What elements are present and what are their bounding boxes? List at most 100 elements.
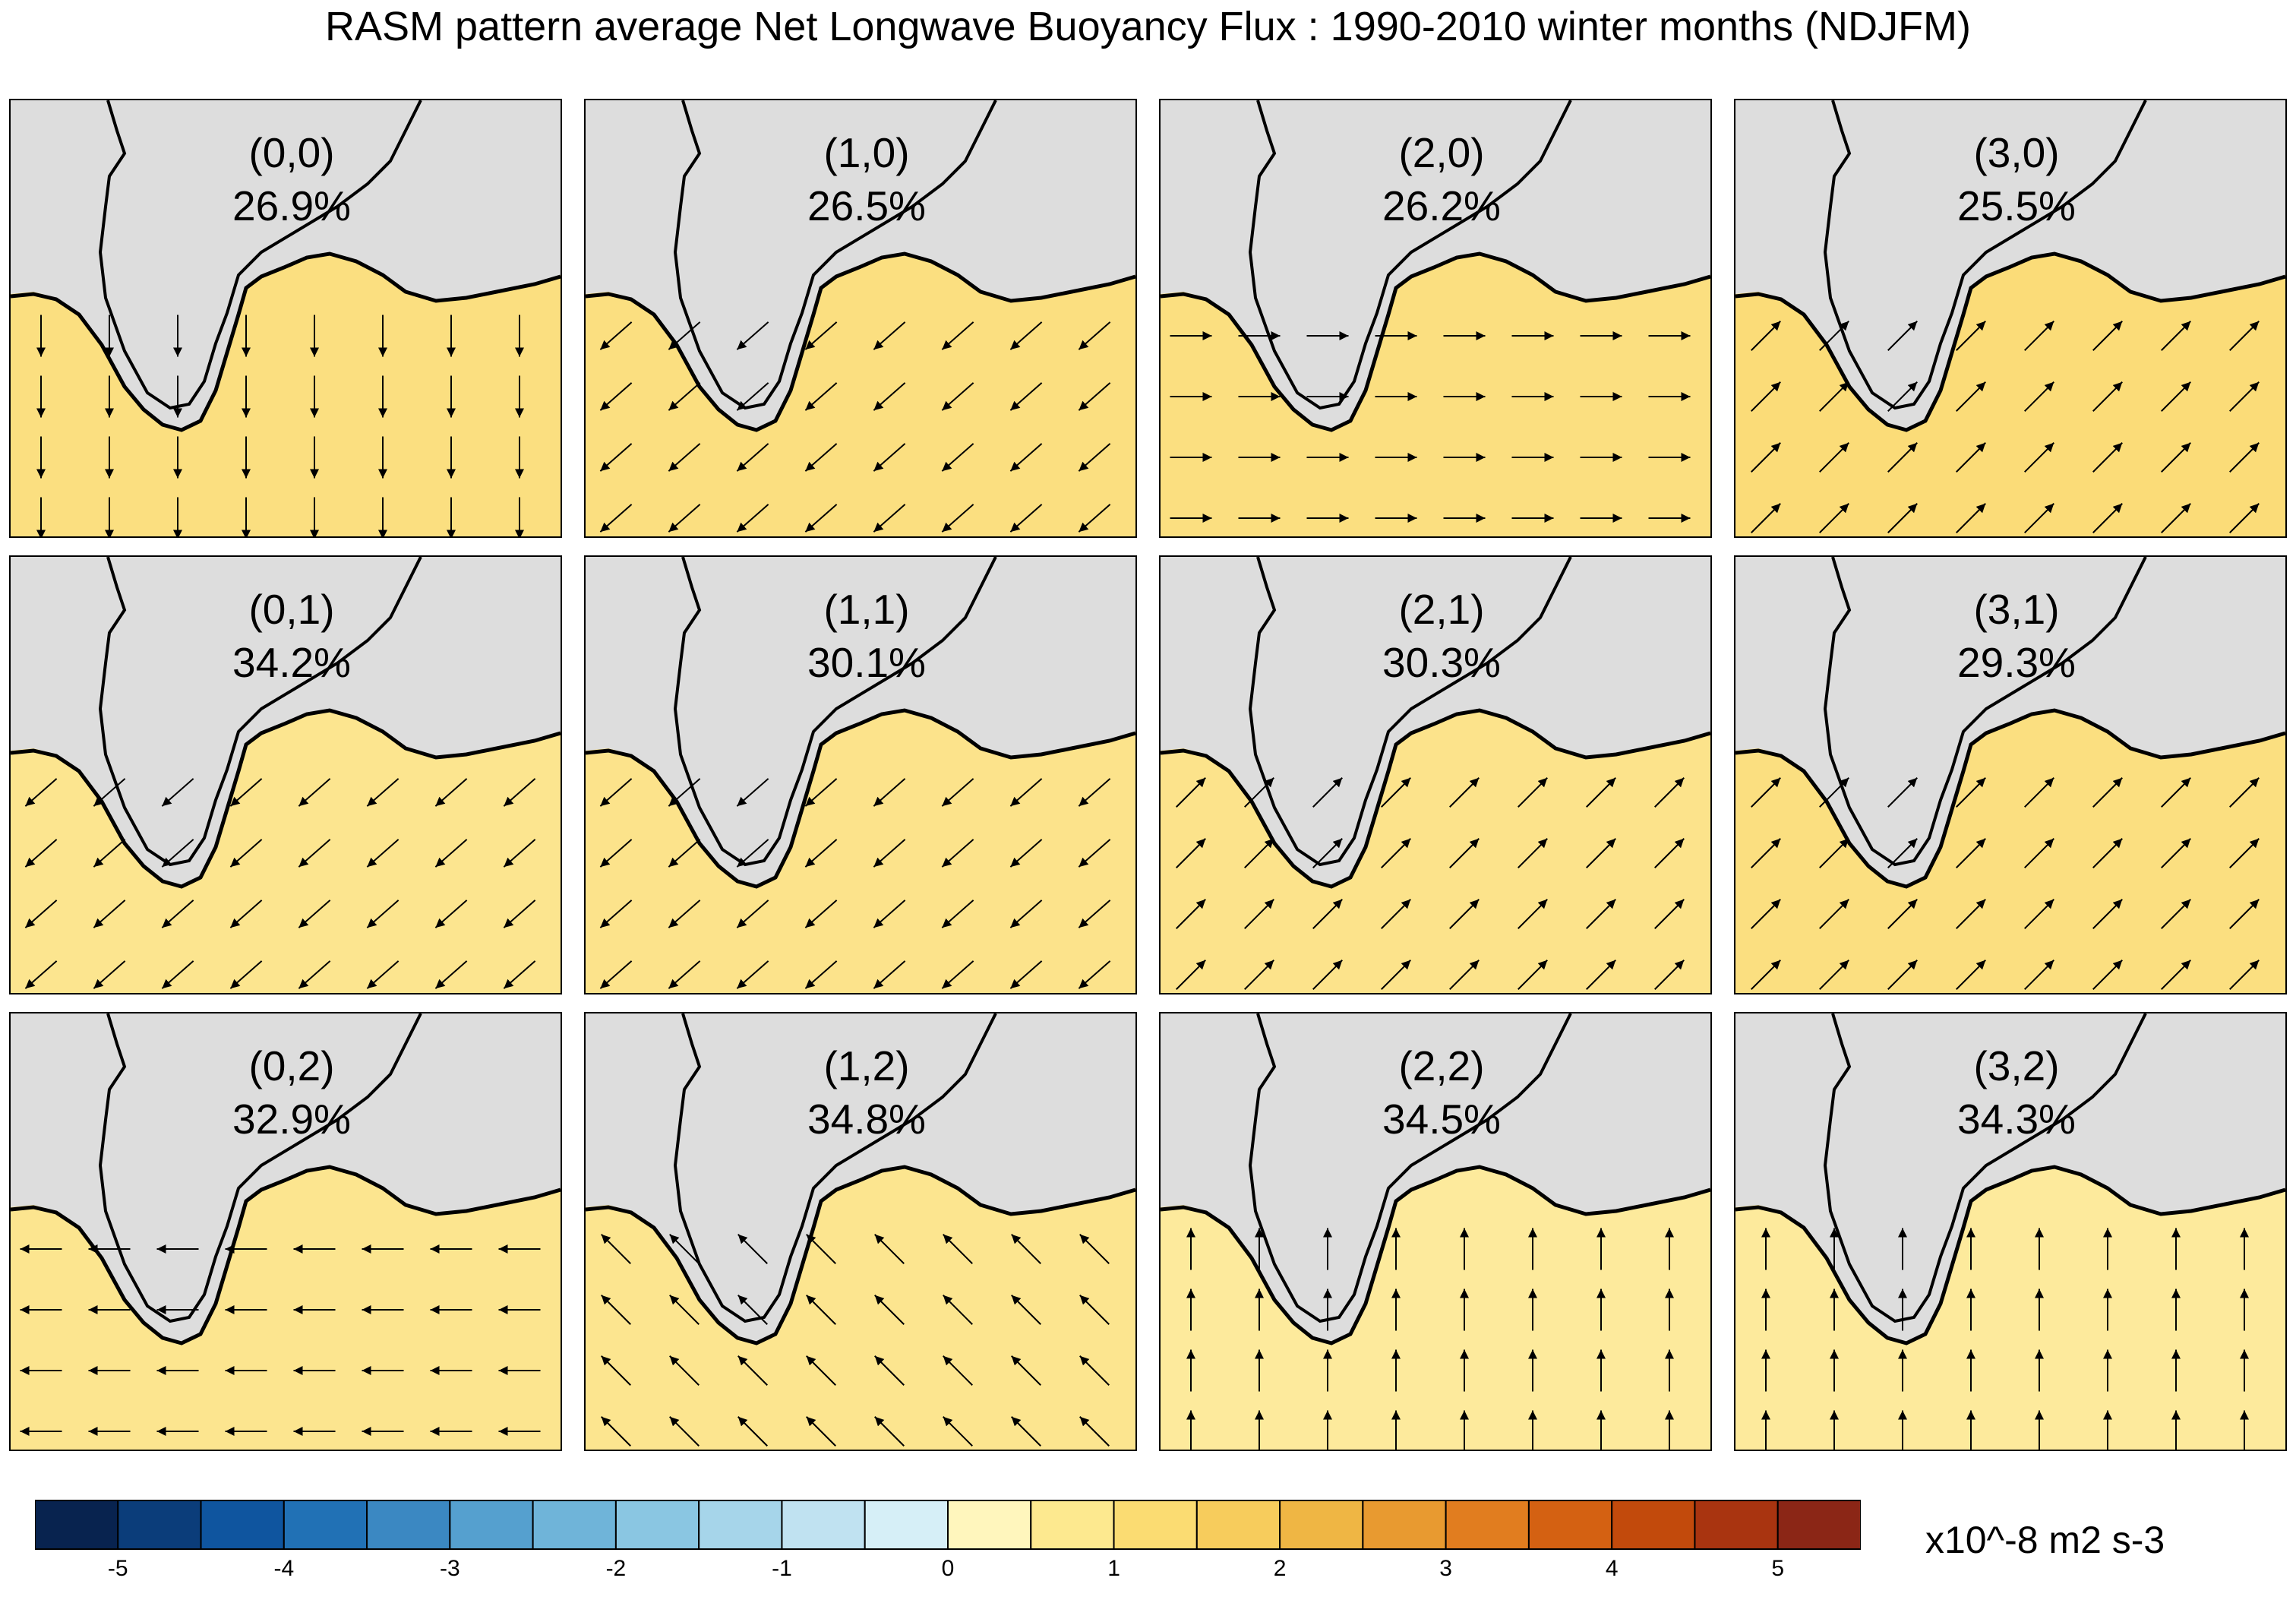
shelf-contour	[673, 1013, 997, 1323]
wind-arrow	[2024, 960, 2054, 990]
panel-percent: 30.3%	[1382, 639, 1501, 686]
wind-arrow	[736, 839, 769, 868]
wind-arrow	[2024, 838, 2054, 868]
wind-arrow	[669, 1234, 700, 1264]
map-svg	[586, 557, 1135, 989]
wind-arrow	[434, 839, 468, 868]
colorbar-box	[864, 1500, 949, 1550]
wind-arrow	[941, 960, 974, 989]
wind-arrow	[2161, 838, 2191, 868]
colorbar-tick-label: 3	[1439, 1556, 1452, 1581]
coastline	[1161, 251, 1710, 432]
panel-percent: 34.5%	[1382, 1096, 1501, 1143]
map-svg	[11, 557, 561, 989]
wind-arrow	[736, 778, 769, 807]
panel-index: (0,1)	[248, 586, 335, 633]
wind-arrow	[1009, 960, 1043, 989]
colorbar-tick-label: 0	[941, 1556, 955, 1581]
wind-arrow	[93, 778, 126, 807]
colorbar-ticks: -5 -4 -3 -2 -1 0 1 2 3 4 5	[35, 1556, 1861, 1589]
figure-title: RASM pattern average Net Longwave Buoyan…	[325, 4, 1971, 49]
shelf-contour	[1248, 1013, 1572, 1323]
wind-arrow	[1381, 899, 1411, 929]
map-panel: (1,0) 26.5%	[584, 99, 1137, 538]
wind-arrow	[366, 900, 400, 928]
wind-arrow	[2161, 381, 2191, 412]
map-panel: (2,0) 26.2%	[1159, 99, 1712, 538]
land-mass	[1735, 1013, 2285, 1342]
wind-arrow	[668, 321, 701, 350]
wind-arrow	[1887, 838, 1918, 868]
wind-arrow	[1009, 443, 1043, 472]
land-mass	[11, 1013, 561, 1342]
wind-arrow	[1009, 900, 1043, 928]
colorbar-box	[781, 1500, 866, 1550]
shelf-contour	[1823, 557, 2147, 867]
panel-index: (1,1)	[823, 586, 910, 633]
colorbar-tick-label: 5	[1771, 1556, 1785, 1581]
wind-arrow	[2024, 442, 2054, 473]
colorbar	[34, 1500, 1862, 1550]
wind-arrow	[503, 778, 536, 807]
wind-arrow	[1011, 1355, 1041, 1386]
wind-arrow	[1176, 838, 1206, 868]
wind-arrow	[2229, 442, 2260, 473]
wind-arrow	[1887, 321, 1918, 351]
wind-arrow	[873, 778, 906, 807]
wind-arrow	[1887, 503, 1918, 533]
wind-arrow	[2229, 321, 2260, 351]
wind-arrow	[1176, 777, 1206, 808]
coastline	[1735, 708, 2285, 889]
land-mass	[1161, 557, 1710, 885]
wind-arrow	[806, 1416, 836, 1447]
wind-arrow	[1956, 838, 1986, 868]
panel-label: (0,0) 26.9%	[185, 126, 398, 232]
panel-index: (2,0)	[1398, 129, 1485, 176]
coastline	[1735, 1165, 2285, 1345]
wind-arrow	[1079, 1416, 1110, 1447]
wind-arrow	[2161, 960, 2191, 990]
wind-arrow	[1312, 777, 1343, 808]
land-mass	[1735, 100, 2285, 428]
panel-label: (1,1) 30.1%	[760, 583, 973, 689]
shelf-contour	[673, 100, 997, 410]
wind-arrow	[1079, 1295, 1110, 1325]
panel-index: (3,2)	[1973, 1042, 2060, 1089]
wind-arrow	[366, 960, 400, 989]
wind-arrow	[1078, 504, 1111, 533]
wind-arrow	[804, 778, 838, 807]
wind-arrow	[366, 839, 400, 868]
wind-arrow	[1751, 321, 1781, 351]
panel-percent: 25.5%	[1957, 182, 2076, 229]
colorbar-box	[1279, 1500, 1364, 1550]
wind-arrow	[943, 1295, 973, 1325]
wind-arrow	[2229, 381, 2260, 412]
colorbar-tick-label: -3	[440, 1556, 460, 1581]
colorbar-tick-label: -2	[605, 1556, 627, 1581]
wind-arrow	[2161, 442, 2191, 473]
colorbar-box	[1776, 1500, 1862, 1550]
wind-arrow	[24, 839, 58, 868]
coastline	[1735, 251, 2285, 432]
map-svg	[11, 100, 561, 536]
wind-arrow	[503, 900, 536, 928]
colorbar-box	[1362, 1500, 1447, 1550]
wind-arrow	[873, 960, 906, 989]
wind-arrow	[737, 1295, 768, 1325]
shelf-contour	[98, 557, 422, 867]
wind-arrow	[1887, 777, 1918, 808]
map-panel: (0,0) 26.9%	[9, 99, 562, 538]
wind-arrow	[873, 382, 906, 411]
colorbar-box	[947, 1500, 1032, 1550]
colorbar-units: x10^-8 m2 s-3	[1925, 1519, 2165, 1561]
wind-arrow	[229, 778, 263, 807]
panel-index: (1,2)	[823, 1042, 910, 1089]
wind-arrow	[806, 1234, 836, 1264]
land-mass	[1161, 100, 1710, 428]
wind-arrow	[1819, 503, 1849, 533]
wind-arrow	[1011, 1416, 1041, 1447]
wind-arrow	[161, 960, 194, 989]
coastline	[586, 1165, 1135, 1345]
map-svg	[1735, 1013, 2285, 1450]
wind-arrow	[1079, 1234, 1110, 1264]
